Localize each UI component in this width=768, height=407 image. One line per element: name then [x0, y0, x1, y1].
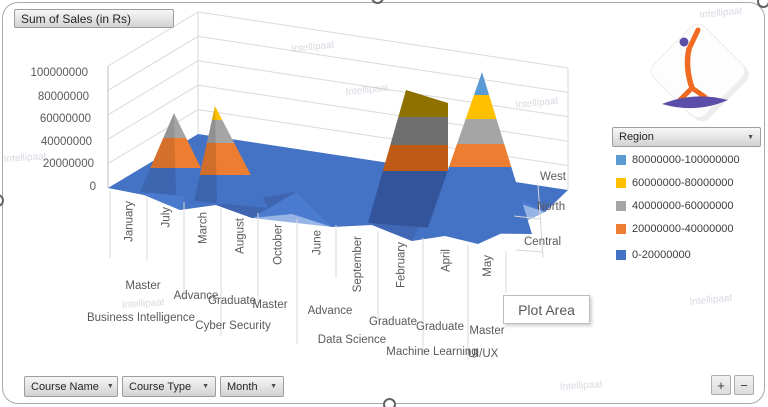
category-separators	[109, 191, 507, 360]
legend-field-label: Region	[619, 131, 654, 143]
plus-icon: +	[717, 377, 725, 393]
month-label: January	[124, 201, 136, 242]
legend-item[interactable]: 0-20000000	[616, 249, 691, 261]
field-button-course-type[interactable]: Course Type ▼	[122, 376, 216, 397]
course-type-label: Master	[252, 299, 287, 311]
legend-item-label: 60000000-80000000	[632, 177, 734, 189]
dropdown-arrow-icon: ▼	[747, 133, 754, 141]
dropdown-arrow-icon: ▼	[106, 383, 114, 390]
field-button-month[interactable]: Month ▼	[220, 376, 284, 397]
logo-card	[650, 23, 746, 119]
value-tick: 80000000	[38, 91, 89, 103]
legend-item[interactable]: 40000000-60000000	[616, 200, 734, 212]
course-name-label: Business Intelligence	[87, 312, 195, 324]
value-tick: 20000000	[43, 158, 94, 170]
course-type-label: Advance	[308, 305, 353, 317]
month-axis-labels: January July March August October June S…	[124, 201, 495, 293]
month-label: August	[235, 217, 247, 254]
field-button-label: Month	[227, 380, 258, 393]
logo-swoosh-icon	[662, 96, 728, 109]
field-button-course-name[interactable]: Course Name ▼	[24, 376, 118, 397]
watermark-text: Intellipaat	[515, 96, 559, 111]
legend-swatch-icon	[616, 178, 626, 188]
course-name-label: Cyber Security	[195, 320, 271, 332]
legend: Region ▼ 80000000-100000000 60000000-800…	[612, 127, 764, 261]
legend-swatch-icon	[616, 224, 626, 234]
month-label: May	[482, 255, 494, 277]
minus-icon: −	[740, 377, 748, 393]
expand-field-button[interactable]: +	[711, 375, 731, 395]
legend-item-label: 40000000-60000000	[632, 200, 734, 212]
legend-item[interactable]: 60000000-80000000	[616, 177, 734, 189]
watermark-text: Intellipaat	[121, 297, 165, 311]
watermark-text: Intellipaat	[3, 151, 47, 165]
depth-label-west: West	[540, 171, 567, 183]
plot-area-tooltip-label: Plot Area	[518, 301, 575, 318]
course-type-label: Graduate	[369, 316, 417, 328]
course-type-label: Graduate	[416, 321, 464, 333]
selection-handle-bottom[interactable]	[383, 398, 396, 407]
watermark-text: Intellipaat	[559, 379, 603, 393]
legend-item-label: 20000000-40000000	[632, 223, 734, 235]
value-tick: 0	[90, 181, 96, 193]
legend-item-label: 0-20000000	[632, 249, 691, 261]
course-type-label: Advance	[174, 290, 219, 302]
month-label: October	[273, 224, 285, 265]
wall-gridlines	[107, 11, 569, 190]
course-name-label: UI/UX	[468, 348, 499, 360]
course-name-axis-labels: Business Intelligence Cyber Security Dat…	[87, 312, 499, 360]
brand-logo	[650, 23, 749, 122]
month-label: April	[441, 249, 453, 272]
legend-swatch-icon	[616, 155, 626, 165]
depth-label-central: Central	[524, 236, 561, 248]
watermark-text: Intellipaat	[291, 40, 335, 55]
field-button-label: Course Type	[129, 380, 192, 393]
value-field-button[interactable]: Sum of Sales (in Rs)	[14, 9, 174, 28]
legend-item[interactable]: 20000000-40000000	[616, 223, 734, 235]
watermarks: Intellipaat Intellipaat Intellipaat Inte…	[3, 6, 743, 393]
collapse-field-button[interactable]: −	[734, 375, 754, 395]
legend-item[interactable]: 80000000-100000000	[616, 154, 740, 166]
legend-field-button-region[interactable]: Region ▼	[612, 127, 761, 147]
course-name-label: Data Science	[318, 334, 386, 346]
legend-swatch-icon	[616, 250, 626, 260]
value-tick: 60000000	[40, 113, 91, 125]
month-label: March	[198, 212, 210, 244]
chart-title: Sum of Sales (in Rs)	[21, 11, 132, 26]
logo-figure-arm-icon	[686, 27, 701, 52]
watermark-text: Intellipaat	[699, 6, 743, 21]
field-button-label: Course Name	[31, 380, 99, 393]
depth-label-north: North	[537, 201, 565, 213]
course-type-label: Master	[469, 325, 504, 337]
month-label: July	[161, 207, 173, 228]
month-label: September	[352, 236, 364, 292]
value-axis-labels: 100000000 80000000 60000000 40000000 200…	[30, 67, 96, 193]
dropdown-arrow-icon: ▼	[202, 383, 209, 390]
logo-figure-head-icon	[679, 37, 689, 47]
plot-area-tooltip: Plot Area	[503, 295, 590, 324]
depth-axis-line	[513, 184, 544, 258]
course-type-axis-labels: Master Advance Graduate Master Advance G…	[125, 280, 504, 337]
watermark-text: Intellipaat	[689, 293, 733, 308]
course-type-label: Graduate	[208, 295, 256, 307]
dropdown-arrow-icon: ▼	[270, 383, 277, 390]
legend-item-label: 80000000-100000000	[632, 154, 740, 166]
month-label: June	[312, 230, 324, 255]
watermark-text: Intellipaat	[345, 83, 389, 98]
selection-handle-top-right[interactable]	[757, 0, 768, 8]
legend-swatch-icon	[616, 201, 626, 211]
course-type-label: Master	[125, 280, 160, 292]
depth-axis-labels: West North Central	[524, 171, 567, 248]
course-name-label: Machine Learning	[386, 346, 477, 358]
value-tick: 100000000	[30, 67, 88, 79]
value-tick: 40000000	[41, 136, 92, 148]
month-label: February	[396, 242, 408, 288]
logo-figure-body-icon	[684, 46, 695, 91]
